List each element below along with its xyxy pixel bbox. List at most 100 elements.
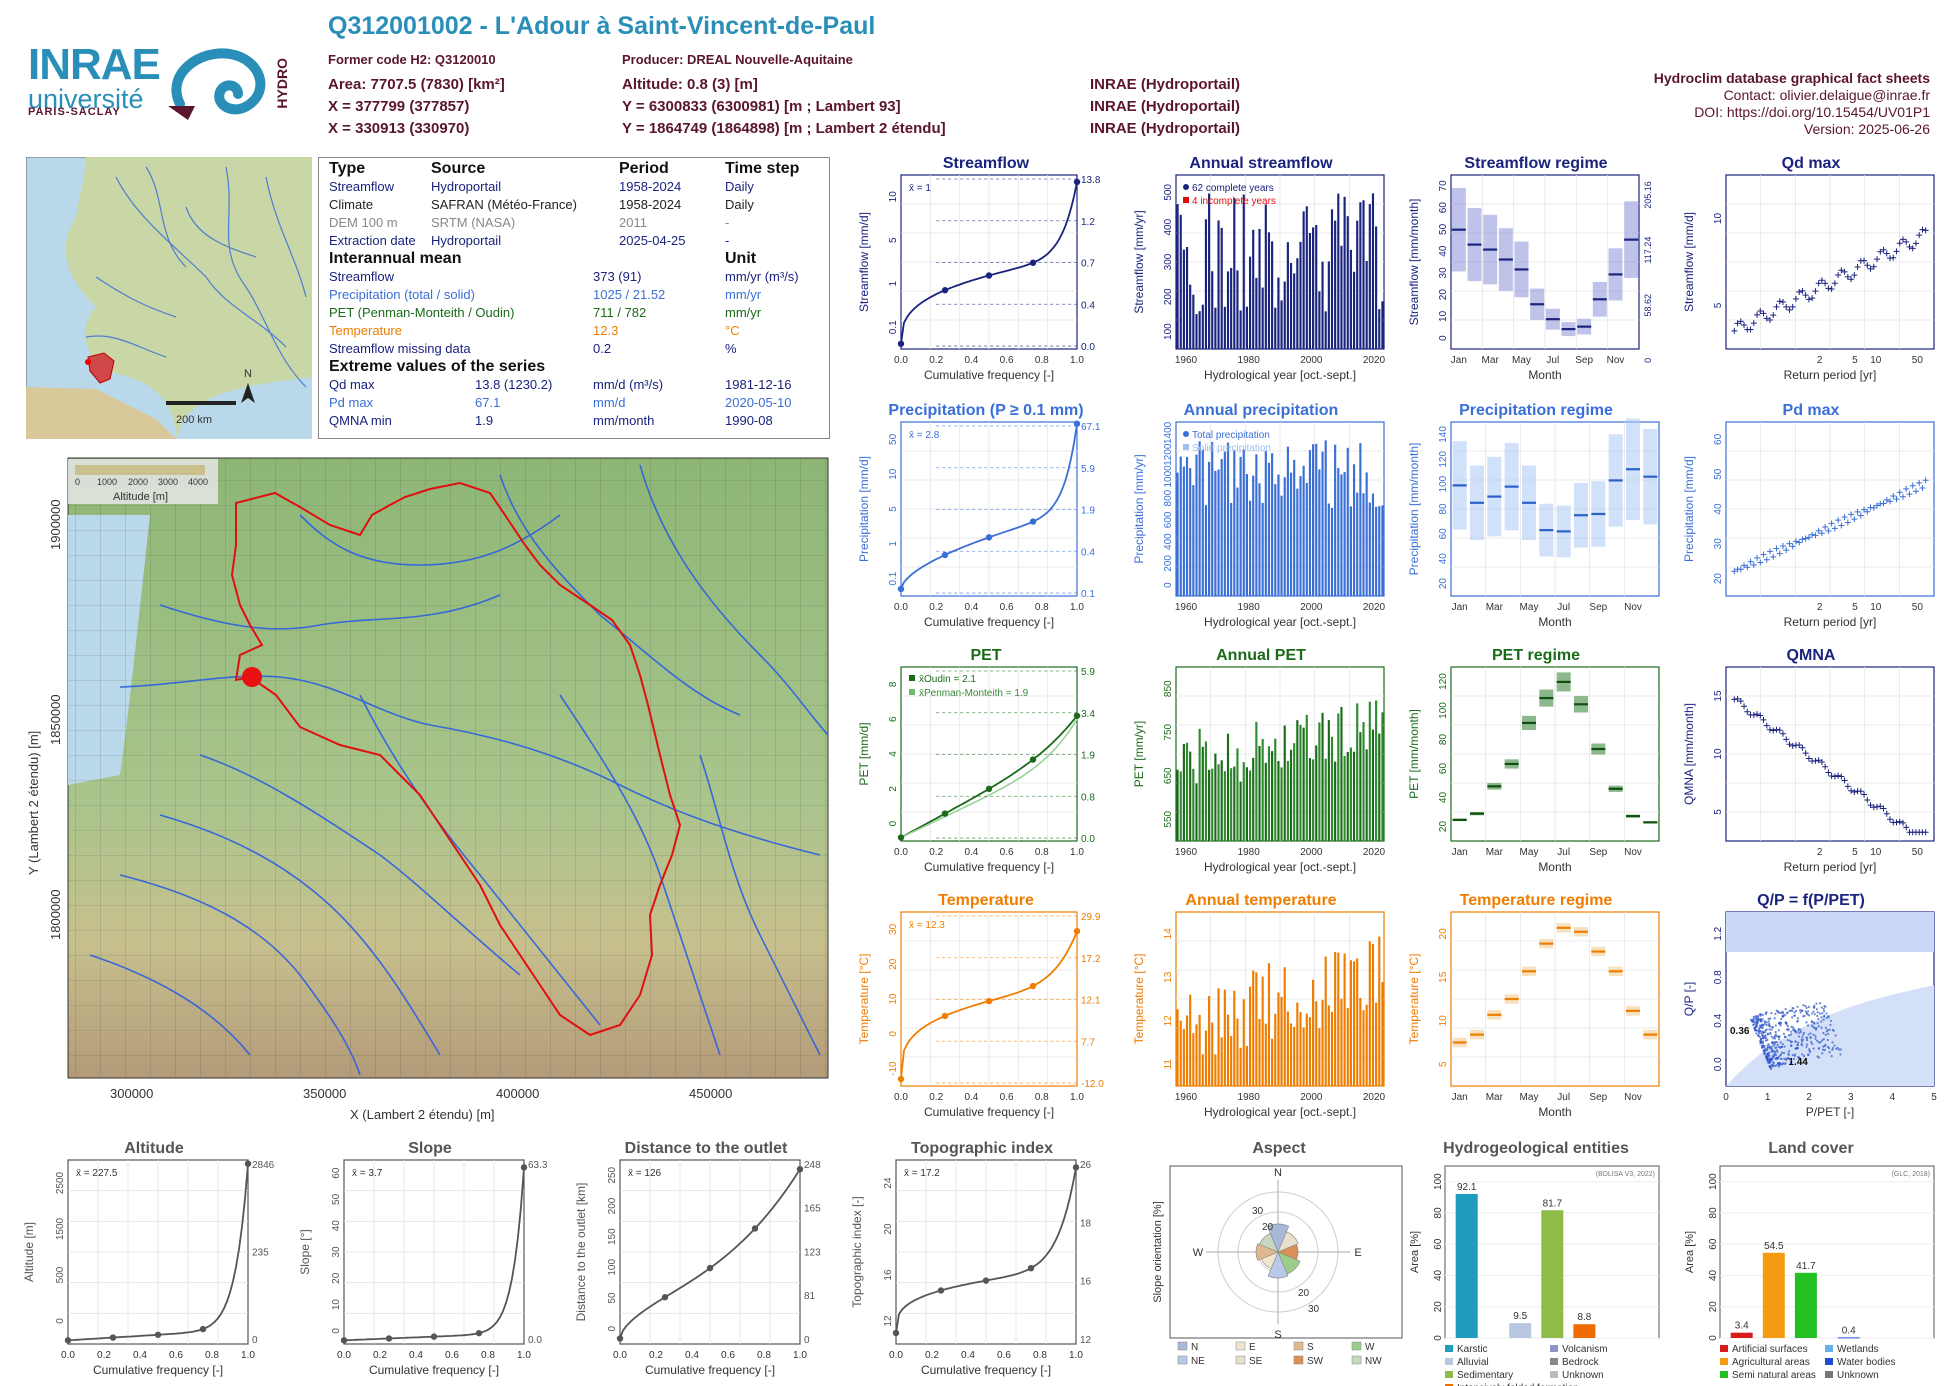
year-bar xyxy=(1267,232,1271,349)
row-type: Climate xyxy=(329,197,374,212)
daily-point xyxy=(1804,1058,1807,1062)
year-bar xyxy=(1315,225,1318,349)
return-period-point xyxy=(1828,520,1835,527)
month-tick: Mar xyxy=(1482,355,1500,366)
y-tick: 5 xyxy=(888,237,899,243)
daily-point xyxy=(1764,1036,1767,1039)
mean-label: PET (Penman-Monteith / Oudin) xyxy=(329,305,515,320)
mean-value: 711 / 782 xyxy=(593,305,647,320)
temperature-chart: Temperature -10 0 10 20 30 Cumulative frequenc… xyxy=(857,892,1104,1119)
year-bar xyxy=(1223,771,1226,841)
daily-point xyxy=(1822,1038,1825,1041)
x-tick: 0.8 xyxy=(1035,847,1049,858)
year-bar xyxy=(1236,1018,1239,1086)
y-tick: 5 xyxy=(1438,1061,1449,1067)
year-bar xyxy=(1359,732,1362,841)
x-axis-label: Cumulative frequency [-] xyxy=(921,1363,1051,1377)
topo-chart: Topographic index 12 16 20 24 Cumulative freq… xyxy=(850,1140,1092,1377)
return-period-point xyxy=(1731,568,1738,575)
daily-point xyxy=(1762,1051,1766,1054)
mean-value: 0.2 xyxy=(593,341,612,356)
return-period-point xyxy=(1812,757,1819,764)
year-bar xyxy=(1315,745,1318,841)
return-period-point xyxy=(1792,295,1799,302)
x-tick: 0.8 xyxy=(1035,355,1049,366)
ring-label: 30 xyxy=(1252,1206,1264,1217)
alt-tick: 4000 xyxy=(188,477,208,487)
y-tick: 20 xyxy=(1438,928,1449,940)
y-tick: 60 xyxy=(1438,763,1449,775)
x-tick: 10 xyxy=(1870,847,1882,858)
y-tick: 0 xyxy=(55,1318,66,1324)
quantile-point xyxy=(385,1335,393,1342)
right-tick: 58.62 xyxy=(1643,294,1653,317)
header-unit: Unit xyxy=(725,250,757,267)
dir-label: S xyxy=(1274,1329,1281,1341)
daily-point xyxy=(1820,1006,1823,1009)
right-tick: 235 xyxy=(252,1247,269,1258)
quantile-point xyxy=(199,1325,207,1333)
daily-point xyxy=(1822,1018,1825,1021)
year-bar xyxy=(1264,1023,1267,1086)
y-tick: 0 xyxy=(607,1325,618,1331)
right-tick: 1.2 xyxy=(1081,217,1095,228)
year-bar xyxy=(1242,194,1245,349)
return-period-point xyxy=(1812,532,1819,539)
return-period-point xyxy=(1870,504,1877,511)
daily-point xyxy=(1809,1036,1812,1039)
return-period-point xyxy=(1766,548,1773,555)
doi[interactable]: DOI: https://doi.org/10.15454/UV01P1 xyxy=(1694,104,1930,120)
right-tick: 12.1 xyxy=(1081,996,1101,1007)
year-bar xyxy=(1214,1054,1217,1086)
y-tick: 40 xyxy=(331,1220,342,1232)
x-axis-label: Return period [yr] xyxy=(1784,615,1877,629)
panel-title: Topographic index xyxy=(911,1140,1053,1157)
x-tick: 0.0 xyxy=(337,1350,351,1361)
y-tick: 50 xyxy=(888,433,899,445)
month-tick: Sep xyxy=(1575,355,1593,366)
year-bar xyxy=(1198,728,1201,841)
year-bar xyxy=(1312,444,1315,596)
y-tick: 5 xyxy=(888,506,899,512)
row-period: 2011 xyxy=(619,215,647,230)
year-bar xyxy=(1201,746,1204,841)
daily-point xyxy=(1790,1040,1794,1043)
y-tick: 1500 xyxy=(55,1217,66,1240)
year-bar xyxy=(1277,761,1280,841)
mean-unit: mm/yr xyxy=(725,305,762,320)
year-bar xyxy=(1182,466,1185,596)
daily-point xyxy=(1762,1031,1765,1035)
year-bar xyxy=(1252,970,1255,1086)
year-bar xyxy=(1226,271,1230,349)
daily-point xyxy=(1763,1052,1766,1056)
panel-title: Temperature xyxy=(938,892,1034,909)
year-bar xyxy=(1245,767,1248,841)
y-axis-label: Precipitation [mm/d] xyxy=(1682,456,1696,562)
daily-point xyxy=(1768,1025,1771,1028)
year-bar xyxy=(1198,441,1201,596)
contact[interactable]: Contact: olivier.delaigue@inrae.fr xyxy=(1723,87,1930,103)
daily-point xyxy=(1755,1024,1759,1027)
x-axis-label: Return period [yr] xyxy=(1784,860,1877,874)
return-period-point xyxy=(1870,263,1877,270)
daily-point xyxy=(1811,1020,1814,1023)
y-axis-label: Streamflow [mm/d] xyxy=(857,212,871,312)
daily-point xyxy=(1762,1036,1765,1040)
return-period-point xyxy=(1754,554,1761,561)
y-axis-label: Altitude [m] xyxy=(22,1222,36,1282)
mean-label: x̄ = 227.5 xyxy=(76,1168,118,1179)
daily-point xyxy=(1761,1018,1764,1021)
y-tick: 0.1 xyxy=(888,571,899,585)
year-bar xyxy=(1204,741,1208,841)
daily-point xyxy=(1770,1012,1773,1015)
daily-point xyxy=(1796,1005,1799,1008)
paris-saclay-logo: PARIS-SACLAY xyxy=(28,106,121,118)
x-tick: 2000 xyxy=(1300,847,1323,858)
year-bar xyxy=(1371,729,1375,841)
daily-point xyxy=(1816,1022,1819,1025)
y-tick: 15 xyxy=(1713,690,1724,702)
legend-entry: Volcanism xyxy=(1562,1344,1608,1355)
daily-point xyxy=(1760,1045,1763,1048)
return-period-point xyxy=(1757,559,1764,566)
right-tick: 12 xyxy=(1080,1335,1092,1346)
